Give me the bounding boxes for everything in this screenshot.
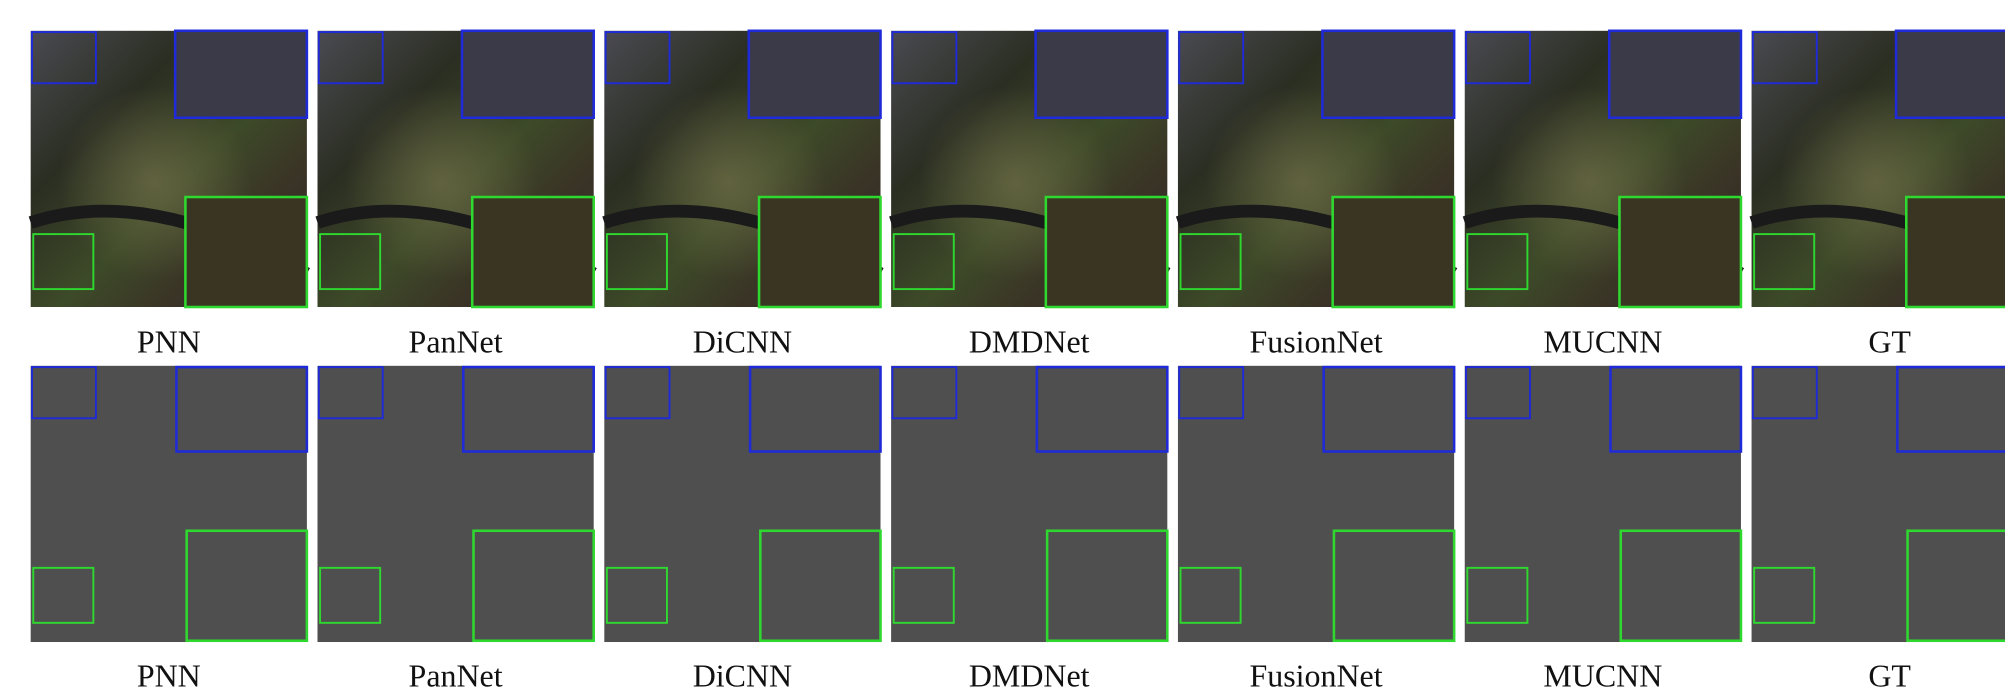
residual-image [604, 366, 880, 642]
zoom-blue [749, 31, 881, 118]
zoom-blue [1609, 31, 1741, 118]
zoom-green [759, 197, 880, 307]
zoom-blue [1322, 31, 1454, 118]
method-label: PanNet [409, 658, 503, 692]
zoom-green [1046, 197, 1167, 307]
residual-image [1178, 366, 1454, 642]
method-label: FusionNet [1249, 658, 1382, 692]
method-label: GT [1868, 658, 1911, 692]
residual-image [318, 366, 594, 642]
zoom-blue [462, 31, 594, 118]
method-label: FusionNet [1249, 325, 1382, 360]
residual-image [1752, 366, 2005, 642]
method-label: DiCNN [693, 325, 792, 360]
method-label: PNN [137, 658, 201, 692]
zoom-blue [175, 31, 307, 118]
method-label: MUCNN [1543, 325, 1662, 360]
figure: PNN PanNet DiCNN DMDNet FusionNet MUCNN GT PNN P… [0, 0, 2005, 692]
method-label: PNN [137, 325, 201, 360]
method-label: MUCNN [1543, 658, 1662, 692]
method-label: PanNet [409, 325, 503, 360]
residual-image [891, 366, 1167, 642]
residual-image [1465, 366, 1741, 642]
zoom-blue [1896, 31, 2005, 118]
residual-image [31, 366, 307, 642]
method-label: DiCNN [693, 658, 792, 692]
zoom-blue [1036, 31, 1168, 118]
zoom-green [1906, 197, 2005, 307]
zoom-green [1619, 197, 1740, 307]
zoom-green [185, 197, 306, 307]
method-label: DMDNet [969, 658, 1090, 692]
method-label: GT [1868, 325, 1911, 360]
method-label: DMDNet [969, 325, 1090, 360]
page: PNN PanNet DiCNN DMDNet FusionNet MUCNN GT PNN P… [0, 0, 2005, 692]
zoom-green [472, 197, 593, 307]
zoom-green [1333, 197, 1454, 307]
